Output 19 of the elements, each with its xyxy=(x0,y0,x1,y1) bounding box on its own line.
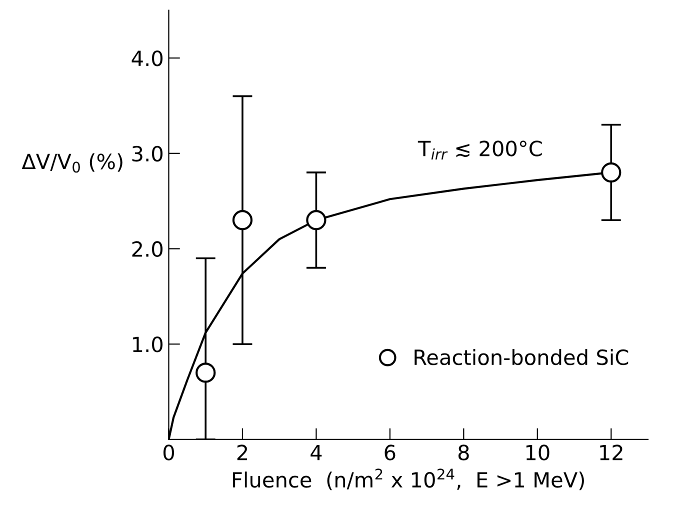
x-tick-label: 4 xyxy=(310,444,322,460)
x-tick-label: 2 xyxy=(237,444,248,460)
y-tick-label: 4.0 xyxy=(132,50,163,66)
point xyxy=(306,210,326,230)
point xyxy=(232,210,253,230)
x-tick-label: 10 xyxy=(526,444,550,460)
y-axis-title: ΔV/V$_{0}$ (%) xyxy=(22,153,122,173)
y-tick-label: 2.0 xyxy=(132,241,163,257)
x-tick-label: 8 xyxy=(458,444,469,460)
y-tick-label: 3.0 xyxy=(132,146,163,162)
x-tick-label: 0 xyxy=(163,444,174,460)
y-tick-label: 1.0 xyxy=(133,336,163,352)
legend-label: Reaction-bonded SiC xyxy=(414,349,628,366)
point xyxy=(601,162,622,183)
annotation: T$_{irr}$ ≲ 200°C xyxy=(418,140,542,160)
x-axis-title: Fluence (n/m$^{2}$ x 10$^{24}$, E >1 MeV) xyxy=(233,468,584,490)
x-tick-label: 12 xyxy=(600,444,622,460)
point xyxy=(196,362,216,383)
x-tick-label: 6 xyxy=(384,444,396,460)
